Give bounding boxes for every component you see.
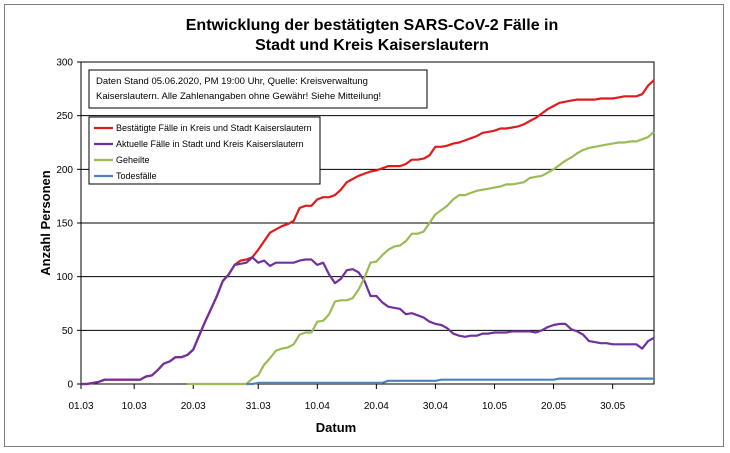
legend-label: Aktuelle Fälle in Stadt und Kreis Kaiser… <box>116 139 304 149</box>
note-box: Daten Stand 05.06.2020, PM 19:00 Uhr, Qu… <box>88 69 428 109</box>
note-box-border <box>88 69 428 109</box>
legend-deaths: Todesfälle <box>94 171 157 181</box>
legend-recovered: Geheilte <box>94 155 150 165</box>
x-tick-label: 10.05 <box>482 401 507 412</box>
series-lines <box>81 79 655 386</box>
legend: Bestätigte Fälle in Kreis und Stadt Kais… <box>88 116 321 185</box>
x-tick-label: 10.04 <box>305 401 330 412</box>
y-tick-label: 250 <box>56 111 73 122</box>
legend-label: Todesfälle <box>116 171 157 181</box>
deaths-line <box>246 377 654 386</box>
y-axis-label: Anzahl Personen <box>38 170 53 276</box>
y-tick-labels: 0 50 100 150 200 250 300 <box>56 58 73 391</box>
x-tick-label: 30.05 <box>600 401 625 412</box>
note-line1: Daten Stand 05.06.2020, PM 19:00 Uhr, Qu… <box>96 76 368 87</box>
chart-title-line2: Stadt und Kreis Kaiserslautern <box>255 37 489 54</box>
x-tick-label: 20.05 <box>541 401 566 412</box>
x-tick-label: 20.03 <box>181 401 206 412</box>
legend-label: Bestätigte Fälle in Kreis und Stadt Kais… <box>116 123 312 133</box>
gridlines <box>77 61 654 385</box>
x-tick-label: 01.03 <box>68 401 93 412</box>
legend-label: Geheilte <box>116 155 150 165</box>
x-tick-label: 20.04 <box>364 401 389 412</box>
chart-title-line1: Entwicklung der bestätigten SARS-CoV-2 F… <box>186 17 559 34</box>
x-tick-label: 31.03 <box>246 401 271 412</box>
y-tick-label: 300 <box>56 58 73 69</box>
x-axis-label: Datum <box>316 420 356 435</box>
y-tick-label: 50 <box>62 326 74 337</box>
y-tick-label: 100 <box>56 272 73 283</box>
note-line2: Kaiserslautern. Alle Zahlenangaben ohne … <box>96 91 381 102</box>
chart-frame <box>4 4 724 447</box>
y-tick-label: 150 <box>56 219 73 230</box>
y-tick-label: 0 <box>67 380 73 391</box>
active-cases-line <box>81 256 655 386</box>
legend-confirmed: Bestätigte Fälle in Kreis und Stadt Kais… <box>94 123 312 133</box>
x-tick-label: 30.04 <box>423 401 448 412</box>
legend-border <box>88 116 321 185</box>
x-tick-label: 10.03 <box>122 401 147 412</box>
y-tick-label: 200 <box>56 165 73 176</box>
legend-active: Aktuelle Fälle in Stadt und Kreis Kaiser… <box>94 139 304 149</box>
recovered-line <box>187 130 655 386</box>
x-tick-labels: 01.03 10.03 20.03 31.03 10.04 20.04 30.04 10.05… <box>68 384 626 412</box>
